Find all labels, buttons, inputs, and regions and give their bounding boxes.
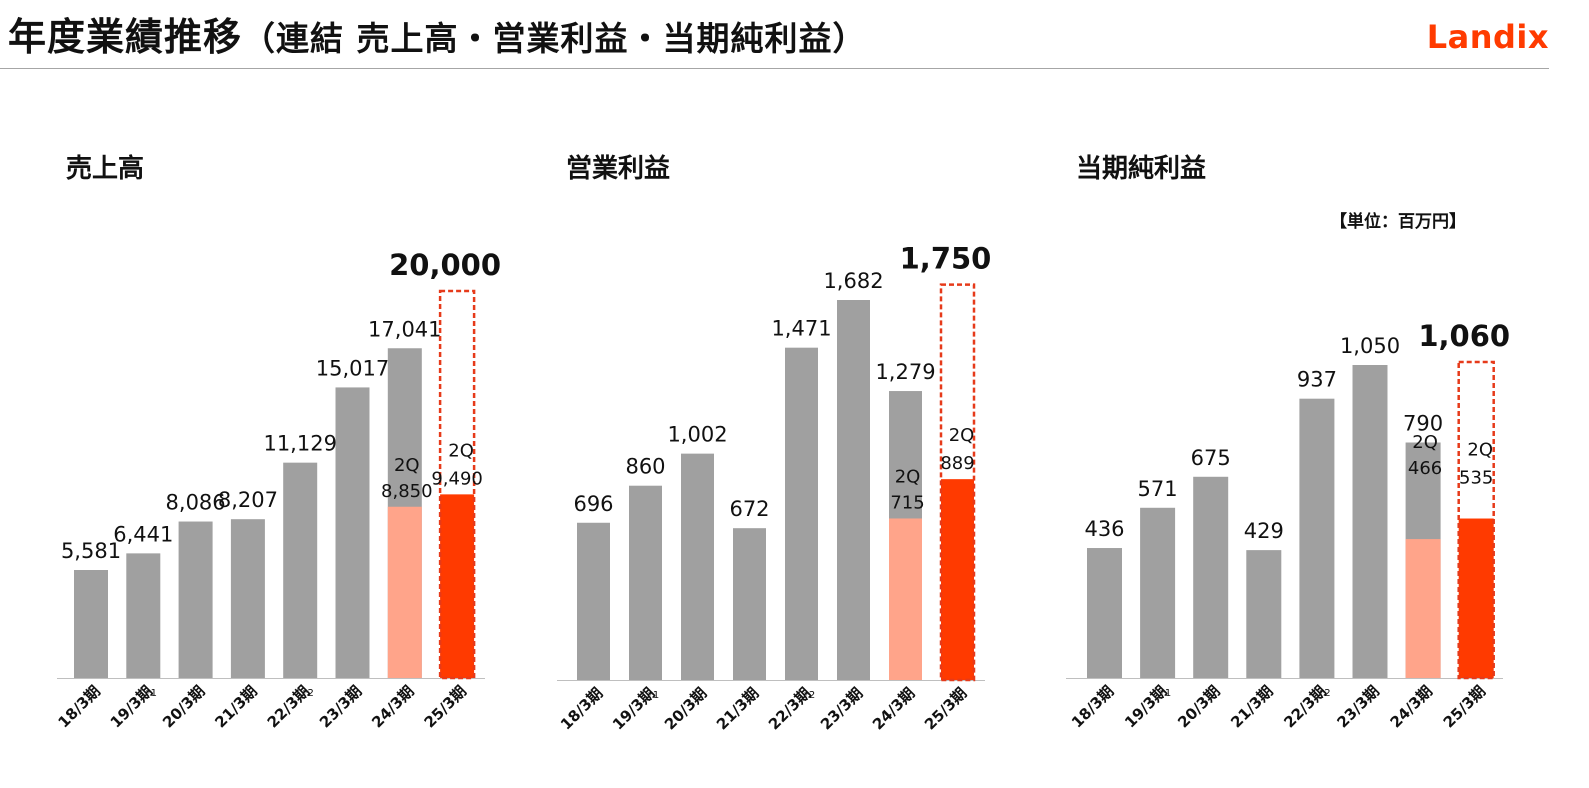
chart-title-sales: 売上高 <box>66 154 145 184</box>
bar-sales-0 <box>74 570 108 678</box>
category-note-operating-profit-4: *2 <box>804 690 815 701</box>
bar-net-income-5 <box>1352 365 1388 678</box>
bar-operating-profit-0 <box>577 522 610 680</box>
category-label-operating-profit-5: 23/3期 <box>817 684 866 733</box>
value-label-operating-profit-4: 1,471 <box>771 317 831 341</box>
value-label-net-income-1: 571 <box>1138 477 1178 501</box>
bar-net-income-2 <box>1193 476 1229 678</box>
value-label-operating-profit-1: 860 <box>625 455 665 479</box>
q2-bar-current-operating-profit <box>941 479 974 680</box>
q2-bar-prev-net-income <box>1405 539 1441 678</box>
q2-bar-prev-sales <box>387 506 422 678</box>
category-label-operating-profit-7: 25/3期 <box>921 684 970 733</box>
q2-value-prev-sales: 8,850 <box>381 481 433 502</box>
q2-label-prev-sales: 2Q <box>394 455 420 476</box>
category-label-net-income-5: 23/3期 <box>1333 682 1382 731</box>
q2-value-current-sales: 9,490 <box>431 468 483 489</box>
company-logo: Landix <box>1426 18 1549 56</box>
page-title-main: 年度業績推移 <box>8 15 243 59</box>
page-title-sub: （連結 売上高・営業利益・当期純利益） <box>242 19 867 58</box>
category-note-sales-4: *2 <box>303 688 314 699</box>
bar-operating-profit-1 <box>629 485 662 680</box>
category-label-operating-profit-2: 20/3期 <box>661 684 710 733</box>
value-label-net-income-3: 429 <box>1244 519 1284 543</box>
q2-label-current-operating-profit: 2Q <box>949 425 975 446</box>
category-note-net-income-1: *1 <box>1160 688 1171 699</box>
q2-value-current-operating-profit: 889 <box>940 453 974 474</box>
value-label-sales-6: 17,041 <box>368 317 441 341</box>
forecast-box-sales <box>438 289 476 680</box>
bar-sales-3 <box>230 519 265 678</box>
q2-value-prev-net-income: 466 <box>1408 458 1442 479</box>
category-label-net-income-2: 20/3期 <box>1174 682 1223 731</box>
bar-net-income-4 <box>1299 398 1335 678</box>
bar-sales-4 <box>283 462 318 678</box>
value-label-operating-profit-6: 1,279 <box>875 360 935 384</box>
value-label-sales-5: 15,017 <box>316 356 389 380</box>
value-label-net-income-4: 937 <box>1297 368 1337 392</box>
category-label-sales-3: 21/3期 <box>211 682 260 731</box>
q2-label-current-net-income: 2Q <box>1467 440 1493 461</box>
category-label-sales-2: 20/3期 <box>159 682 208 731</box>
value-label-sales-0: 5,581 <box>61 539 121 563</box>
value-label-net-income-2: 675 <box>1191 446 1231 470</box>
bar-net-income-1 <box>1140 507 1176 678</box>
chart-title-operating-profit: 営業利益 <box>566 154 671 184</box>
category-label-sales-0: 18/3期 <box>54 682 103 731</box>
category-note-operating-profit-1: *1 <box>648 690 659 701</box>
value-label-net-income-5: 1,050 <box>1340 334 1400 358</box>
forecast-label-sales: 20,000 <box>389 248 501 282</box>
chart-title-net-income: 当期純利益 <box>1076 154 1207 184</box>
page-title: 年度業績推移（連結 売上高・営業利益・当期純利益） <box>8 6 867 61</box>
header-divider <box>0 68 1549 69</box>
q2-bar-current-sales <box>440 494 475 678</box>
value-label-sales-2: 8,086 <box>166 491 226 515</box>
q2-label-prev-operating-profit: 2Q <box>895 466 921 487</box>
value-label-operating-profit-0: 696 <box>573 492 613 516</box>
q2-bar-current-net-income <box>1458 518 1494 678</box>
category-label-operating-profit-0: 18/3期 <box>557 684 606 733</box>
value-label-net-income-0: 436 <box>1084 517 1124 541</box>
value-label-operating-profit-2: 1,002 <box>667 423 727 447</box>
forecast-box-net-income <box>1457 360 1495 680</box>
value-label-sales-3: 8,207 <box>218 488 278 512</box>
unit-label: 【単位：百万円】 <box>1330 212 1466 232</box>
forecast-label-operating-profit: 1,750 <box>900 242 992 276</box>
value-label-operating-profit-5: 1,682 <box>823 269 883 293</box>
value-label-net-income-6: 790 <box>1403 412 1443 436</box>
bar-operating-profit-2 <box>681 453 714 680</box>
bar-net-income-0 <box>1087 548 1122 678</box>
category-label-net-income-0: 18/3期 <box>1068 682 1117 731</box>
category-note-sales-1: *1 <box>146 688 157 699</box>
value-label-operating-profit-3: 672 <box>729 497 769 521</box>
q2-label-current-sales: 2Q <box>448 440 474 461</box>
bar-operating-profit-3 <box>733 528 766 680</box>
category-label-net-income-6: 24/3期 <box>1387 682 1436 731</box>
category-label-sales-7: 25/3期 <box>421 682 470 731</box>
category-note-net-income-4: *2 <box>1319 688 1330 699</box>
bar-sales-5 <box>335 387 370 678</box>
bar-sales-1 <box>126 553 161 678</box>
bar-operating-profit-5 <box>837 300 870 680</box>
bar-sales-2 <box>178 521 213 678</box>
category-label-sales-6: 24/3期 <box>368 682 417 731</box>
q2-label-prev-net-income: 2Q <box>1412 432 1438 453</box>
value-label-sales-1: 6,441 <box>113 522 173 546</box>
q2-value-prev-operating-profit: 715 <box>890 492 924 513</box>
bar-net-income-3 <box>1246 550 1282 678</box>
value-label-sales-4: 11,129 <box>263 432 336 456</box>
category-label-net-income-7: 25/3期 <box>1440 682 1489 731</box>
category-label-sales-5: 23/3期 <box>316 682 365 731</box>
q2-bar-prev-operating-profit <box>889 518 922 680</box>
category-label-net-income-3: 21/3期 <box>1227 682 1276 731</box>
category-label-operating-profit-6: 24/3期 <box>869 684 918 733</box>
q2-value-current-net-income: 535 <box>1459 468 1493 489</box>
category-label-operating-profit-3: 21/3期 <box>713 684 762 733</box>
bar-operating-profit-4 <box>785 347 818 680</box>
forecast-label-net-income: 1,060 <box>1418 319 1510 353</box>
forecast-box-operating-profit <box>939 283 976 682</box>
